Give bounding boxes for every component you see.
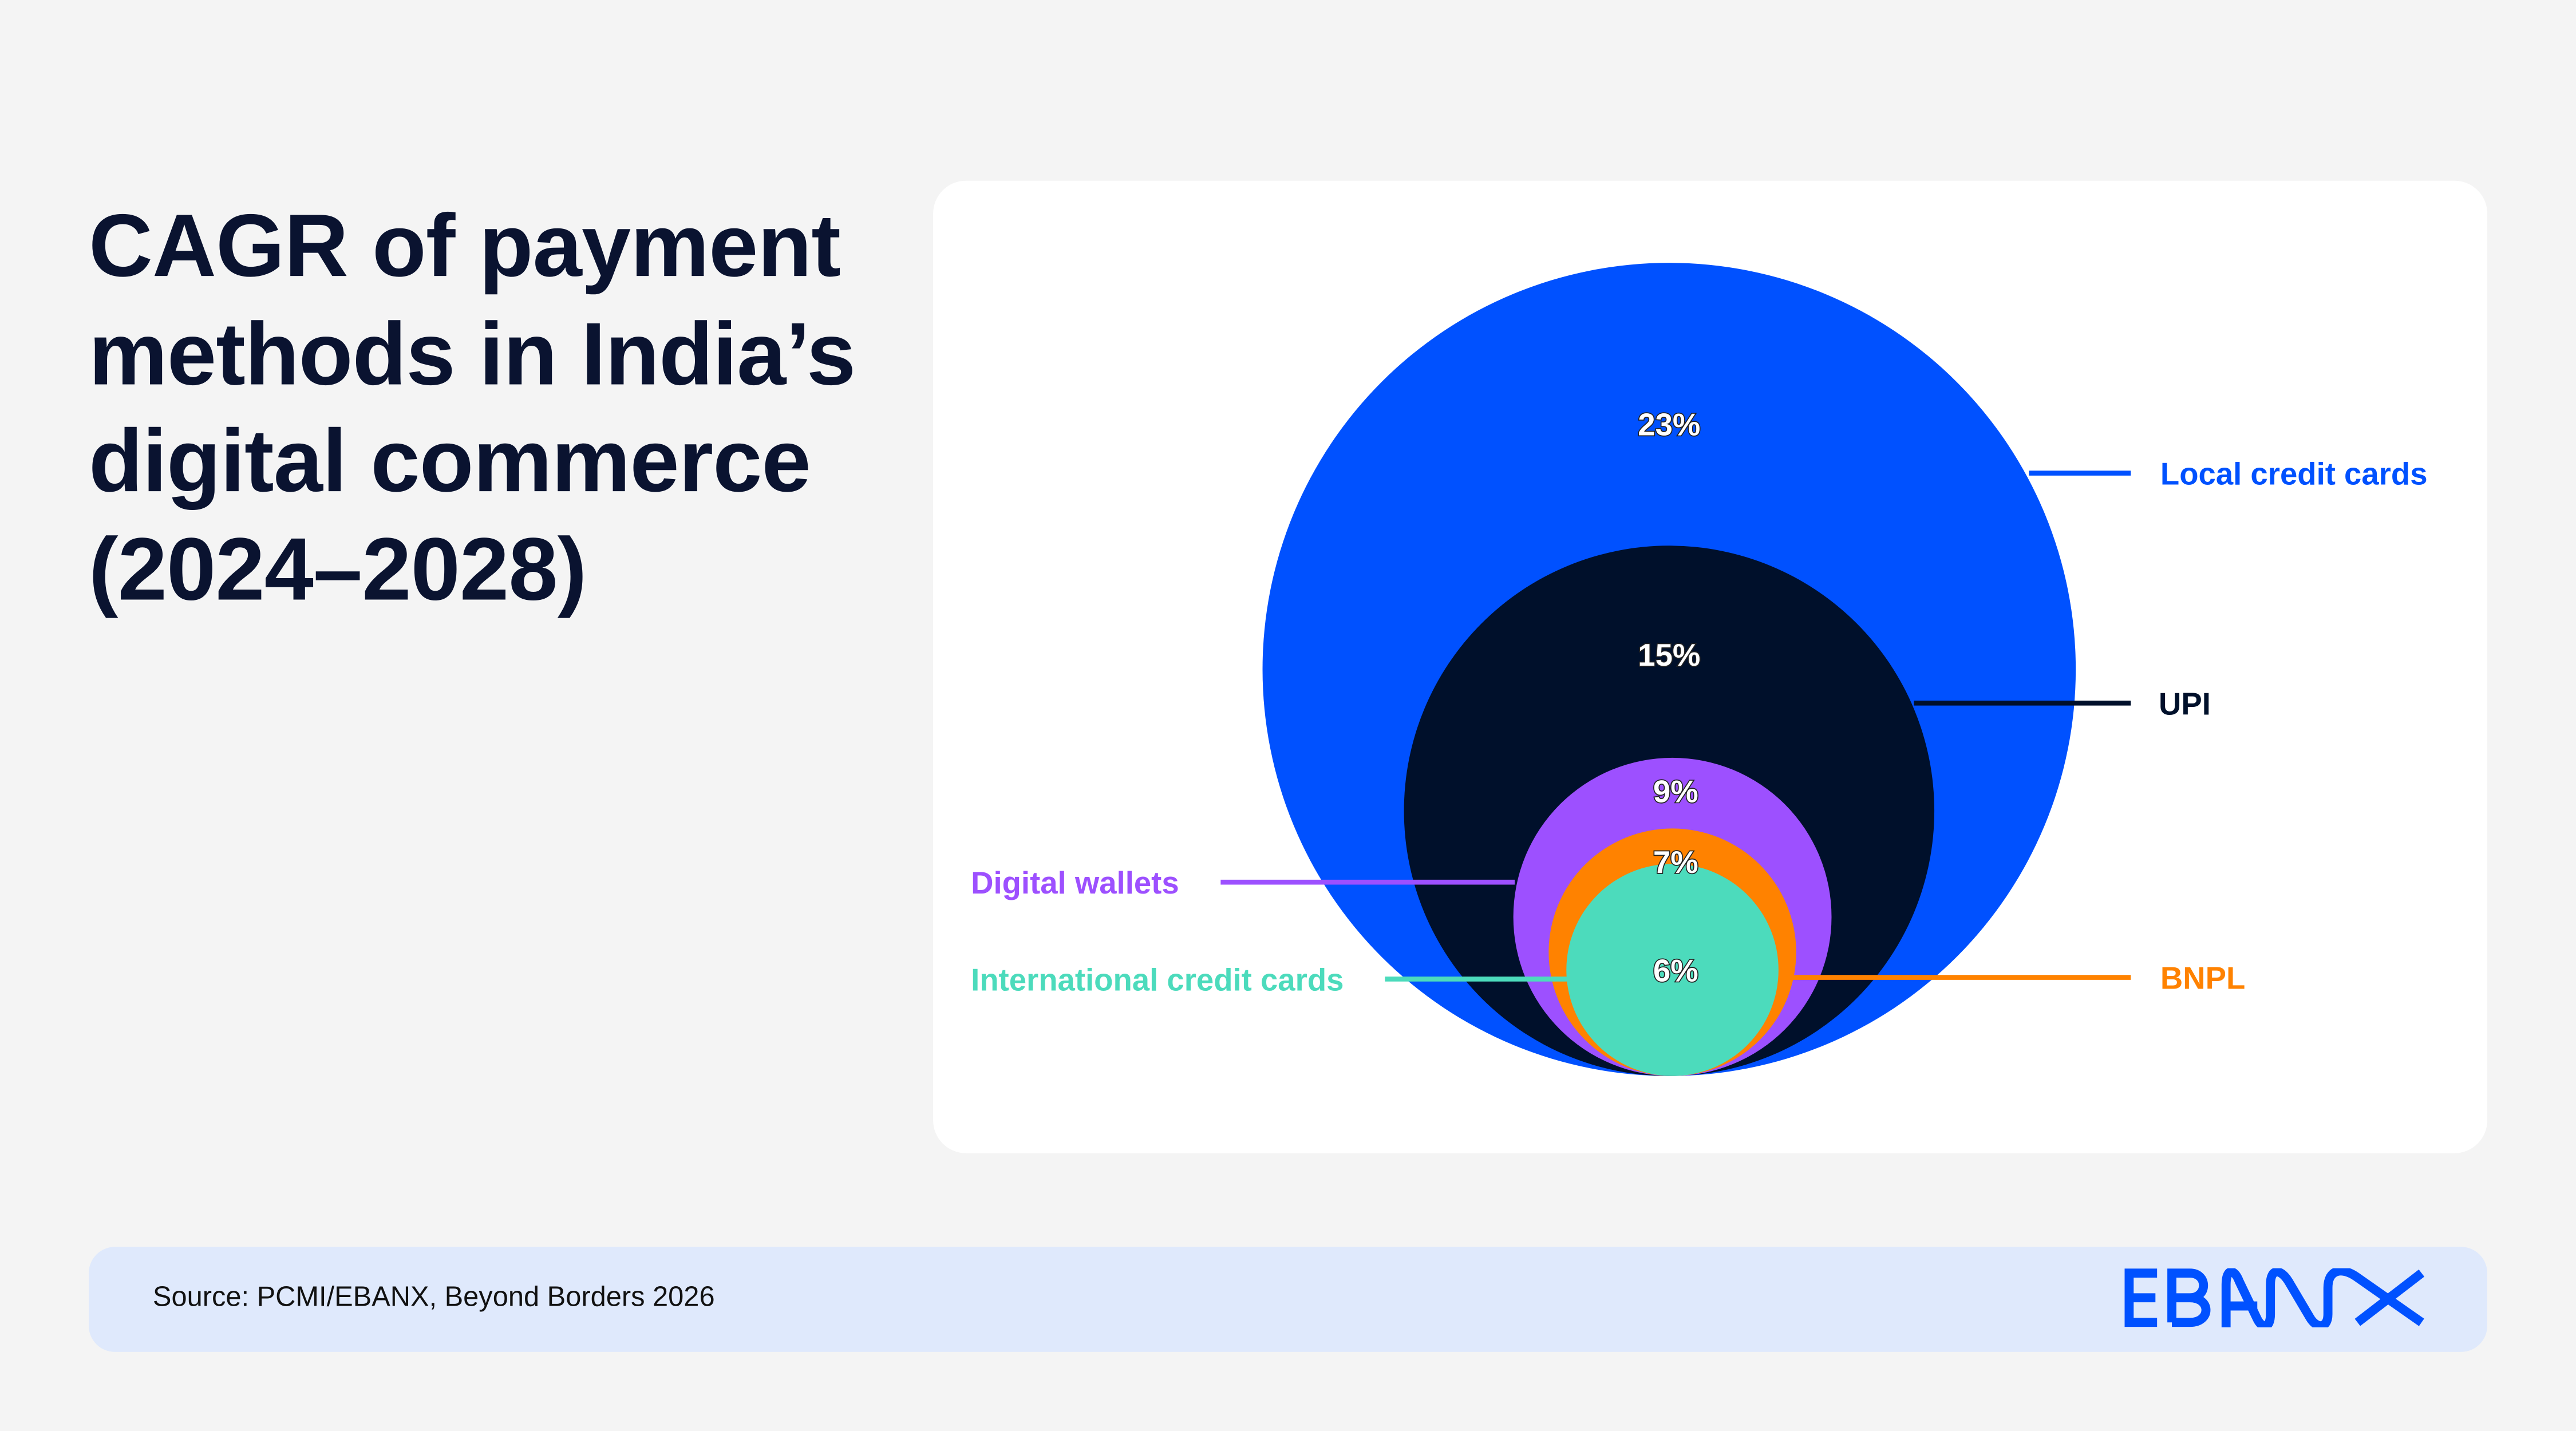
- category-label-local-credit-cards: Local credit cards: [2160, 457, 2428, 492]
- bubble-international-credit-cards: [1566, 864, 1779, 1076]
- footer: Source: PCMI/EBANX, Beyond Borders 2026: [88, 1247, 2488, 1352]
- category-label-international-credit-cards: International credit cards: [971, 963, 1344, 998]
- value-label-local-credit-cards: 23%: [1638, 408, 1700, 442]
- page-title: CAGR of payment methods in India’s digit…: [88, 197, 856, 619]
- category-label-digital-wallets: Digital wallets: [971, 865, 1179, 900]
- category-label-upi: UPI: [2159, 686, 2211, 721]
- value-label-digital-wallets: 9%: [1653, 774, 1698, 809]
- category-label-bnpl: BNPL: [2160, 961, 2245, 996]
- value-label-bnpl: 7%: [1653, 845, 1698, 880]
- ebanx-logo: [2124, 1268, 2425, 1327]
- source-note: Source: PCMI/EBANX, Beyond Borders 2026: [152, 1281, 715, 1313]
- value-label-upi: 15%: [1638, 638, 1700, 673]
- value-label-international-credit-cards: 6%: [1653, 954, 1698, 989]
